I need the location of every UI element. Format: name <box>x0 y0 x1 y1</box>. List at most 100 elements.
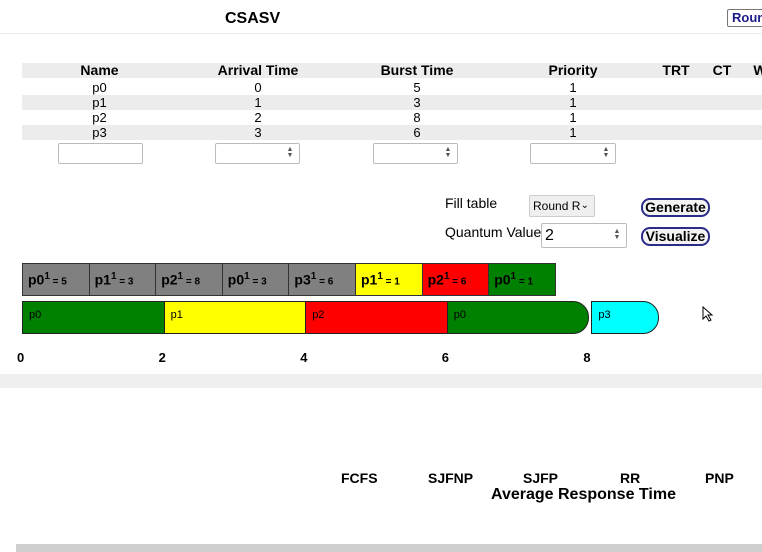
queue-item-quantum: 1 <box>110 271 117 282</box>
horizontal-scrollbar[interactable] <box>16 544 762 552</box>
gantt-segment: p2 <box>305 301 448 334</box>
header-name: Name <box>80 62 119 78</box>
cell-priority: 1 <box>569 80 577 95</box>
cell-burst: 3 <box>413 95 421 110</box>
quantum-label: Quantum Value <box>445 224 542 240</box>
app-title: CSASV <box>225 10 281 27</box>
algorithm-select[interactable]: Round R ⌄ <box>529 195 595 217</box>
cell-arrival: 1 <box>254 95 262 110</box>
header-arrival-time: Arrival Time <box>217 62 299 78</box>
cell-priority: 1 <box>569 125 577 140</box>
queue-item-name: p0 <box>28 271 45 288</box>
section-divider <box>0 374 762 388</box>
queue-item-remaining: = 6 <box>449 276 467 288</box>
queue-item-quantum: 1 <box>310 271 317 282</box>
quantum-input[interactable]: 2 ▲ ▼ <box>541 223 627 248</box>
queue-item-quantum: 1 <box>44 271 50 282</box>
header-ct: CT <box>712 62 732 78</box>
queue-item-remaining: = 6 <box>316 276 334 288</box>
queue-item: p21 = 8 <box>155 263 223 296</box>
queue-item-remaining: = 1 <box>382 276 400 288</box>
spinner-icon[interactable]: ▲ ▼ <box>613 228 621 241</box>
new-priority-input[interactable]: ▲ ▼ <box>530 143 616 164</box>
gantt-tick-label: 8 <box>583 350 591 365</box>
cell-burst: 8 <box>413 110 421 125</box>
queue-item-remaining: = 3 <box>249 276 267 288</box>
cell-arrival: 0 <box>254 80 262 95</box>
queue-item-name: p1 <box>361 271 378 288</box>
gantt-tick-label: 4 <box>300 350 308 365</box>
queue-item-name: p2 <box>161 271 178 288</box>
cell-burst: 5 <box>413 80 421 95</box>
gantt-segment: p3 <box>591 301 659 334</box>
table-row: p3 3 6 1 <box>22 125 762 140</box>
table-row: p2 2 8 1 <box>22 110 762 125</box>
queue-item-quantum: 1 <box>443 271 450 282</box>
gantt-segment: p0 <box>446 301 590 334</box>
cell-name: p2 <box>92 110 107 125</box>
queue-item: p01 = 1 <box>488 263 556 296</box>
chevron-down-icon: ⌄ <box>580 200 589 211</box>
new-name-input[interactable] <box>58 143 143 164</box>
quantum-value: 2 <box>545 227 554 244</box>
new-arrival-input[interactable]: ▲ ▼ <box>215 143 300 164</box>
queue-item: p21 = 6 <box>421 263 490 296</box>
queue-item-name: p1 <box>94 271 111 288</box>
top-round-robin-button[interactable]: Roun <box>727 9 762 27</box>
queue-item-name: p0 <box>227 271 245 288</box>
algorithm-select-value: Round R <box>533 199 581 213</box>
queue-item: p01 = 5 <box>22 263 90 296</box>
gantt-segment: p1 <box>163 301 307 334</box>
gantt-tick-label: 2 <box>158 350 166 365</box>
queue-item-name: p3 <box>294 271 311 288</box>
queue-item-quantum: 1 <box>377 271 383 282</box>
spinner-icon[interactable]: ▲ ▼ <box>602 146 610 159</box>
cell-arrival: 3 <box>254 125 262 140</box>
table-header: Name Arrival Time Burst Time Priority TR… <box>22 63 762 78</box>
algorithm-label: SJFNP <box>428 470 474 486</box>
algorithm-label: FCFS <box>341 470 378 486</box>
cell-priority: 1 <box>569 95 577 110</box>
algorithm-label: PNP <box>705 470 734 486</box>
gantt-segment: p0 <box>22 301 165 334</box>
gantt-tick-label: 0 <box>17 350 25 365</box>
queue-item-name: p2 <box>427 271 444 288</box>
queue-item-name: p0 <box>494 271 511 288</box>
queue-item: p31 = 6 <box>288 263 356 296</box>
table-row: p1 1 3 1 <box>22 95 762 110</box>
cell-name: p1 <box>92 95 107 110</box>
spinner-icon[interactable]: ▲ ▼ <box>286 146 294 159</box>
queue-item-remaining: = 5 <box>49 276 67 288</box>
queue-item: p01 = 3 <box>221 263 290 296</box>
top-divider <box>0 33 762 34</box>
cell-priority: 1 <box>569 110 577 125</box>
header-w: W <box>753 62 762 78</box>
queue-item: p11 = 1 <box>355 263 423 296</box>
algorithm-label: RR <box>620 470 641 486</box>
queue-item-remaining: = 8 <box>183 276 201 288</box>
visualize-button[interactable]: Visualize <box>641 227 710 246</box>
queue-item-quantum: 1 <box>244 271 250 282</box>
queue-item-remaining: = 1 <box>516 276 534 288</box>
header-burst-time: Burst Time <box>380 62 454 78</box>
average-response-time-label: Average Response Time <box>491 486 676 503</box>
table-row: p0 0 5 1 <box>22 80 762 95</box>
queue-item-remaining: = 3 <box>116 276 134 288</box>
header-priority: Priority <box>548 62 598 78</box>
fill-table-label: Fill table <box>445 195 498 211</box>
cell-name: p3 <box>92 125 107 140</box>
generate-button[interactable]: Generate <box>641 198 710 217</box>
cell-burst: 6 <box>413 125 421 140</box>
queue-item-quantum: 1 <box>177 271 184 282</box>
mouse-cursor-icon <box>702 306 714 322</box>
cell-arrival: 2 <box>254 110 262 125</box>
algorithm-label: SJFP <box>523 470 559 486</box>
spinner-icon[interactable]: ▲ ▼ <box>444 146 452 159</box>
new-burst-input[interactable]: ▲ ▼ <box>373 143 458 164</box>
cell-name: p0 <box>92 80 107 95</box>
process-table: Name Arrival Time Burst Time Priority TR… <box>22 63 762 143</box>
gantt-tick-label: 6 <box>441 350 450 365</box>
header-trt: TRT <box>662 62 690 78</box>
queue-item: p11 = 3 <box>88 263 157 296</box>
queue-item-quantum: 1 <box>510 271 517 282</box>
